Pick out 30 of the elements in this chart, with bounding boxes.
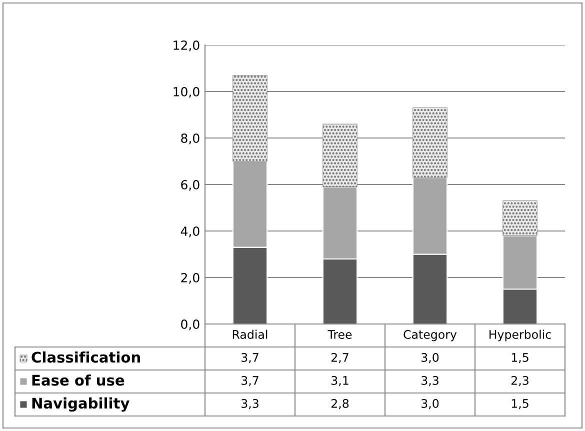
legend-label: Ease of use bbox=[32, 374, 124, 386]
bar bbox=[322, 124, 358, 188]
data-label: 2,3 bbox=[511, 376, 528, 386]
data-label: 3,7 bbox=[242, 376, 258, 386]
data-label: 3,3 bbox=[242, 398, 258, 410]
data-label: 3,1 bbox=[332, 376, 348, 386]
data-label: 3,0 bbox=[422, 352, 439, 364]
data-label: 3,7 bbox=[242, 352, 258, 364]
y-tick-label: 6,0 bbox=[181, 180, 200, 191]
y-tick-label: 12,0 bbox=[174, 40, 200, 52]
x-tick-label: Radial bbox=[232, 330, 268, 339]
x-tick-label: Tree bbox=[328, 330, 352, 339]
y-tick-label: 4,0 bbox=[180, 226, 200, 238]
legend-label: Navigability bbox=[32, 397, 130, 412]
legend-label: Classification bbox=[32, 351, 140, 363]
bar bbox=[412, 108, 448, 178]
x-tick-label: Hyperbolic bbox=[490, 330, 551, 342]
data-label: 2,8 bbox=[331, 398, 349, 410]
data-label: 1,5 bbox=[512, 399, 528, 410]
x-tick-label: Category bbox=[404, 330, 457, 342]
bar bbox=[232, 75, 268, 162]
y-tick-label: 8,0 bbox=[181, 133, 200, 144]
data-label: 3,0 bbox=[422, 398, 439, 410]
data-label: 1,5 bbox=[512, 353, 528, 364]
y-tick-label: 10,0 bbox=[174, 86, 200, 98]
data-label: 3,3 bbox=[422, 376, 438, 386]
y-tick-label: 2,0 bbox=[181, 272, 200, 284]
bar bbox=[502, 200, 538, 236]
y-tick-label: 0,0 bbox=[181, 319, 200, 330]
data-label: 2,7 bbox=[331, 352, 348, 364]
